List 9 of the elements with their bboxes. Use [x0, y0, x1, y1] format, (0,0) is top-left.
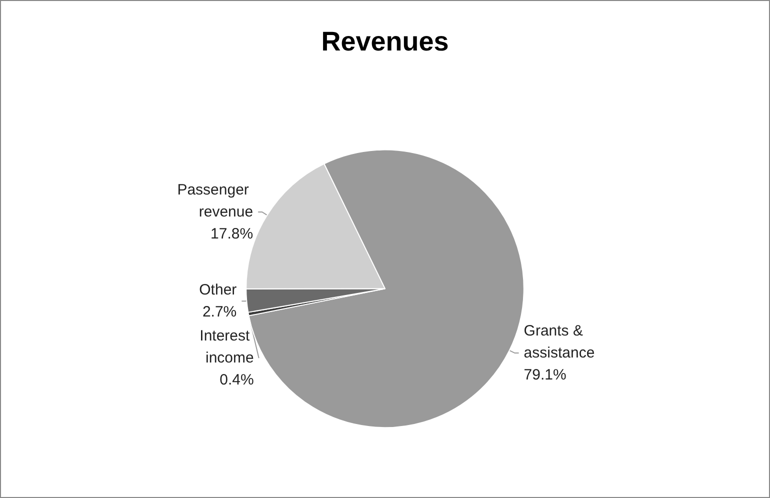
data-label: 17.8%: [210, 225, 254, 242]
chart-title: Revenues: [321, 26, 449, 56]
slice-label: Interest income: [200, 328, 254, 367]
data-label: 79.1%: [524, 366, 566, 384]
slice-label: Passenger revenue: [177, 181, 254, 220]
slice-label: Other: [199, 282, 237, 299]
slice-label: Grants & assistance: [524, 322, 595, 362]
data-label: 2.7%: [202, 304, 237, 321]
data-label: 0.4%: [220, 372, 254, 389]
